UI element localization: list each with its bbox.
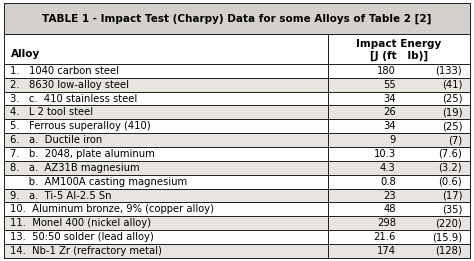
Text: 298: 298 xyxy=(377,218,396,228)
Text: 7.   b.  2048, plate aluminum: 7. b. 2048, plate aluminum xyxy=(10,149,155,159)
Bar xyxy=(328,244,470,258)
Bar xyxy=(4,34,328,64)
Bar xyxy=(328,92,470,105)
Text: (25): (25) xyxy=(442,94,462,104)
Text: (25): (25) xyxy=(442,121,462,131)
Text: 9: 9 xyxy=(390,135,396,145)
Text: 4.   L 2 tool steel: 4. L 2 tool steel xyxy=(10,108,93,117)
Bar xyxy=(4,244,328,258)
Text: 10.3: 10.3 xyxy=(374,149,396,159)
Bar xyxy=(328,147,470,161)
Text: (7.6): (7.6) xyxy=(438,149,462,159)
Text: Impact Energy: Impact Energy xyxy=(356,39,442,49)
Bar xyxy=(328,175,470,189)
Bar xyxy=(328,119,470,133)
Text: 10.  Aluminum bronze, 9% (copper alloy): 10. Aluminum bronze, 9% (copper alloy) xyxy=(10,204,214,214)
Bar xyxy=(328,78,470,92)
Text: 11.  Monel 400 (nickel alloy): 11. Monel 400 (nickel alloy) xyxy=(10,218,151,228)
Text: 1.   1040 carbon steel: 1. 1040 carbon steel xyxy=(10,66,119,76)
Text: 13.  50:50 solder (lead alloy): 13. 50:50 solder (lead alloy) xyxy=(10,232,154,242)
Text: 55: 55 xyxy=(383,80,396,90)
Bar xyxy=(4,161,328,175)
Text: 14.  Nb-1 Zr (refractory metal): 14. Nb-1 Zr (refractory metal) xyxy=(10,246,162,256)
Bar xyxy=(328,161,470,175)
Bar xyxy=(4,119,328,133)
Text: (41): (41) xyxy=(442,80,462,90)
Bar xyxy=(328,189,470,203)
Bar xyxy=(328,203,470,216)
Text: 2.   8630 low-alloy steel: 2. 8630 low-alloy steel xyxy=(10,80,129,90)
Text: 180: 180 xyxy=(377,66,396,76)
Bar xyxy=(328,230,470,244)
Text: (15.9): (15.9) xyxy=(432,232,462,242)
Bar xyxy=(328,216,470,230)
Text: (17): (17) xyxy=(442,191,462,200)
Bar xyxy=(4,64,328,78)
Text: 34: 34 xyxy=(383,121,396,131)
Text: 26: 26 xyxy=(383,108,396,117)
Text: 21.6: 21.6 xyxy=(374,232,396,242)
Bar xyxy=(328,34,470,64)
Text: (19): (19) xyxy=(442,108,462,117)
Text: (220): (220) xyxy=(436,218,462,228)
Bar xyxy=(4,203,328,216)
Text: (133): (133) xyxy=(436,66,462,76)
Text: (7): (7) xyxy=(448,135,462,145)
Text: Alloy: Alloy xyxy=(11,49,40,59)
Text: (0.6): (0.6) xyxy=(438,177,462,187)
Text: 174: 174 xyxy=(377,246,396,256)
Bar xyxy=(4,105,328,119)
Text: TABLE 1 - Impact Test (Charpy) Data for some Alloys of Table 2 [2]: TABLE 1 - Impact Test (Charpy) Data for … xyxy=(42,13,432,24)
Bar xyxy=(328,105,470,119)
Text: (3.2): (3.2) xyxy=(438,163,462,173)
Text: 0.8: 0.8 xyxy=(380,177,396,187)
Bar xyxy=(4,230,328,244)
Text: 6.   a.  Ductile iron: 6. a. Ductile iron xyxy=(10,135,102,145)
Text: (35): (35) xyxy=(442,204,462,214)
Text: 9.   a.  Ti-5 Al-2.5 Sn: 9. a. Ti-5 Al-2.5 Sn xyxy=(10,191,111,200)
Bar xyxy=(4,78,328,92)
Bar xyxy=(4,189,328,203)
Text: 4.3: 4.3 xyxy=(380,163,396,173)
Bar xyxy=(4,133,328,147)
Text: 5.   Ferrous superalloy (410): 5. Ferrous superalloy (410) xyxy=(10,121,151,131)
Text: 48: 48 xyxy=(383,204,396,214)
Bar xyxy=(328,64,470,78)
Bar xyxy=(4,3,470,34)
Bar xyxy=(4,92,328,105)
Bar xyxy=(328,133,470,147)
Bar xyxy=(4,216,328,230)
Text: 23: 23 xyxy=(383,191,396,200)
Bar xyxy=(4,147,328,161)
Text: [J (ft   lb)]: [J (ft lb)] xyxy=(370,50,428,61)
Text: b.  AM100A casting magnesium: b. AM100A casting magnesium xyxy=(10,177,187,187)
Text: 3.   c.  410 stainless steel: 3. c. 410 stainless steel xyxy=(10,94,137,104)
Text: 8.   a.  AZ31B magnesium: 8. a. AZ31B magnesium xyxy=(10,163,139,173)
Text: (128): (128) xyxy=(436,246,462,256)
Bar xyxy=(4,175,328,189)
Text: 34: 34 xyxy=(383,94,396,104)
